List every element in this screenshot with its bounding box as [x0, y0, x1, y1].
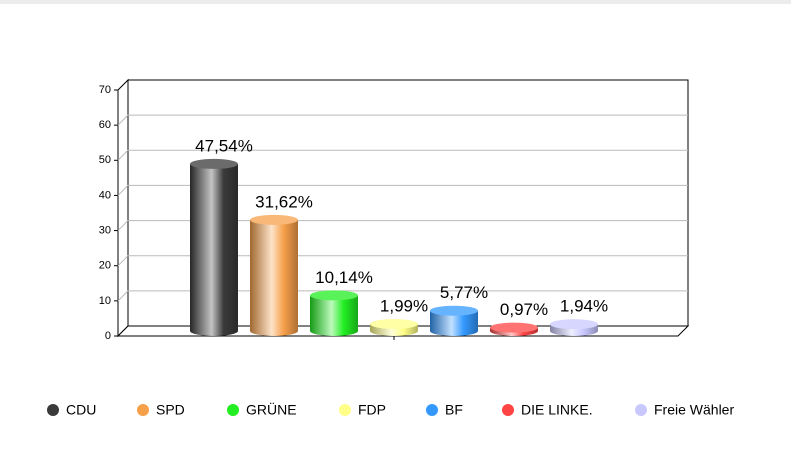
legend-label: Freie Wähler: [654, 402, 734, 418]
legend-label: CDU: [66, 402, 96, 418]
legend-label: FDP: [358, 402, 386, 418]
value-label: 5,77%: [440, 283, 488, 302]
bar-top: [430, 305, 478, 316]
cylinder: [250, 214, 298, 336]
legend-label: GRÜNE: [246, 401, 297, 418]
legend-label: DIE LINKE.: [521, 402, 593, 418]
grid-line: [117, 290, 688, 302]
cylinder: [490, 322, 538, 336]
cylinder: [310, 290, 358, 336]
legend-marker: [339, 404, 351, 416]
y-tick-label: 40: [99, 189, 111, 201]
grid-line: [117, 149, 688, 161]
legend-marker: [227, 404, 239, 416]
bar: [190, 163, 238, 336]
legend-marker: [502, 404, 514, 416]
y-tick-label: 30: [99, 224, 111, 236]
bar-top: [490, 322, 538, 333]
value-label: 47,54%: [195, 136, 253, 155]
cylinder: [550, 319, 598, 336]
bar: [310, 295, 358, 336]
y-tick-label: 0: [105, 330, 111, 342]
value-label: 31,62%: [255, 192, 313, 211]
cylinder: [430, 305, 478, 336]
legend-label: SPD: [156, 402, 185, 418]
y-tick-label: 50: [99, 154, 111, 166]
bar: [250, 219, 298, 336]
bar-top: [190, 158, 238, 169]
value-label: 10,14%: [315, 268, 373, 287]
bar-top: [550, 319, 598, 330]
bar-top: [250, 214, 298, 225]
bar: [430, 310, 478, 336]
grid-line: [117, 114, 688, 126]
bar-top: [370, 319, 418, 330]
y-tick-label: 60: [99, 119, 111, 131]
value-label: 1,94%: [560, 297, 608, 316]
y-tick-label: 10: [99, 295, 111, 307]
grid-line: [117, 184, 688, 196]
bar-top: [310, 290, 358, 301]
legend-marker: [426, 404, 438, 416]
legend-label: BF: [445, 402, 463, 418]
y-tick-label: 70: [99, 84, 111, 96]
cylinder: [370, 319, 418, 336]
legend-marker: [47, 404, 59, 416]
grid-line: [117, 220, 688, 231]
value-label: 1,99%: [380, 296, 428, 315]
cylinder: [190, 158, 238, 336]
top-bar: [0, 0, 791, 4]
legend-marker: [635, 404, 647, 416]
grid-line: [117, 255, 688, 267]
legend-marker: [137, 404, 149, 416]
value-label: 0,97%: [500, 300, 548, 319]
y-tick-label: 20: [99, 260, 111, 272]
